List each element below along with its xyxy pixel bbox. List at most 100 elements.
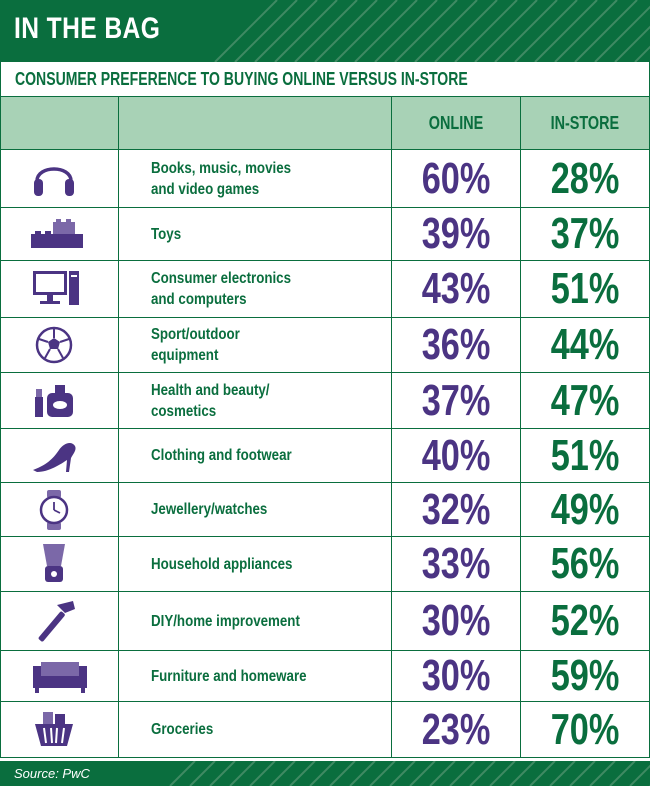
headphones-icon [33, 166, 74, 196]
instore-value: 59% [550, 651, 620, 700]
category-cell: Sport/outdoor equipment [118, 317, 393, 373]
category-cell: Jewellery/watches [118, 482, 393, 537]
category-label: Health and beauty/ cosmetics [151, 381, 270, 420]
subtitle-row: CONSUMER PREFERENCE TO BUYING ONLINE VER… [0, 62, 650, 96]
online-value: 39% [421, 209, 491, 258]
instore-value: 47% [550, 375, 620, 425]
online-value: 30% [421, 651, 491, 700]
instore-value: 28% [550, 153, 620, 203]
online-cell: 37% [391, 372, 522, 429]
online-value: 36% [421, 320, 491, 369]
table-row: DIY/home improvement 30% 52% [0, 591, 650, 651]
football-icon [35, 326, 72, 364]
instore-cell: 52% [520, 591, 650, 651]
chart-title: IN THE BAG [14, 12, 161, 45]
online-cell: 36% [391, 317, 522, 373]
online-cell: 33% [391, 536, 522, 592]
instore-cell: 49% [520, 482, 650, 537]
high-heel-icon [32, 442, 76, 472]
online-cell: 32% [391, 482, 522, 537]
category-label: Consumer electronics and computers [151, 270, 292, 308]
icon-cell [0, 260, 120, 318]
icon-cell [0, 207, 120, 261]
online-value: 43% [421, 264, 491, 313]
category-cell: Household appliances [118, 536, 393, 592]
instore-header-label: IN-STORE [550, 112, 620, 133]
sofa-icon [32, 662, 87, 693]
table-row: Health and beauty/ cosmetics 37% 47% [0, 372, 650, 429]
icon-cell [0, 701, 120, 758]
table-row: Toys 39% 37% [0, 207, 650, 261]
category-cell: Health and beauty/ cosmetics [118, 372, 393, 429]
instore-cell: 59% [520, 650, 650, 702]
icon-cell [0, 372, 120, 429]
instore-cell: 37% [520, 207, 650, 261]
computer-icon [32, 271, 79, 305]
category-label: Household appliances [151, 555, 293, 573]
instore-cell: 44% [520, 317, 650, 373]
icon-cell [0, 428, 120, 483]
instore-value: 56% [550, 539, 620, 588]
online-cell: 30% [391, 650, 522, 702]
footer-stripe-pattern [169, 761, 650, 786]
instore-cell: 70% [520, 701, 650, 758]
category-label: Books, music, movies and video games [151, 159, 292, 198]
category-cell: Clothing and footwear [118, 428, 393, 483]
watch-icon [39, 489, 68, 530]
toy-bricks-icon [30, 219, 83, 248]
data-table: ONLINE IN-STORE Books, music, movies and… [0, 96, 650, 758]
instore-value: 49% [550, 484, 620, 534]
online-cell: 30% [391, 591, 522, 651]
online-value: 30% [421, 596, 491, 645]
online-cell: 43% [391, 260, 522, 318]
cosmetics-icon [34, 384, 73, 417]
online-header-label: ONLINE [428, 112, 484, 133]
header-icon-col [0, 96, 120, 150]
category-label: Sport/outdoor equipment [151, 326, 241, 364]
instore-value: 51% [550, 430, 620, 480]
header-instore: IN-STORE [520, 96, 650, 150]
icon-cell [0, 317, 120, 373]
instore-value: 37% [550, 209, 620, 258]
category-cell: Consumer electronics and computers [118, 260, 393, 318]
table-row: Consumer electronics and computers 43% 51% [0, 260, 650, 318]
blender-icon [42, 544, 65, 582]
hammer-icon [38, 601, 75, 642]
online-value: 23% [421, 704, 491, 754]
title-bar: IN THE BAG [0, 0, 650, 62]
source-note: Source: PwC [14, 766, 90, 781]
category-label: Groceries [151, 721, 214, 738]
icon-cell [0, 650, 120, 702]
header-online: ONLINE [391, 96, 522, 150]
table-row: Furniture and homeware 30% 59% [0, 650, 650, 702]
online-value: 37% [421, 375, 491, 425]
instore-cell: 51% [520, 428, 650, 483]
table-row: Books, music, movies and video games 60% 2… [0, 149, 650, 208]
category-cell: DIY/home improvement [118, 591, 393, 651]
instore-cell: 51% [520, 260, 650, 318]
chart-subtitle: CONSUMER PREFERENCE TO BUYING ONLINE VER… [15, 69, 468, 89]
instore-cell: 47% [520, 372, 650, 429]
table-row: Groceries 23% 70% [0, 701, 650, 758]
category-label: Furniture and homeware [151, 667, 307, 685]
online-cell: 39% [391, 207, 522, 261]
online-value: 60% [421, 153, 491, 203]
category-label: Toys [151, 225, 182, 243]
online-cell: 60% [391, 149, 522, 208]
table-row: Household appliances 33% 56% [0, 536, 650, 592]
icon-cell [0, 482, 120, 537]
online-cell: 40% [391, 428, 522, 483]
category-cell: Toys [118, 207, 393, 261]
instore-value: 44% [550, 320, 620, 369]
icon-cell [0, 591, 120, 651]
category-label: Jewellery/watches [151, 501, 268, 518]
table-row: Clothing and footwear 40% 51% [0, 428, 650, 483]
instore-value: 70% [550, 704, 620, 754]
instore-cell: 56% [520, 536, 650, 592]
category-cell: Groceries [118, 701, 393, 758]
instore-value: 51% [550, 264, 620, 313]
basket-icon [34, 711, 73, 746]
online-value: 32% [421, 484, 491, 534]
instore-cell: 28% [520, 149, 650, 208]
